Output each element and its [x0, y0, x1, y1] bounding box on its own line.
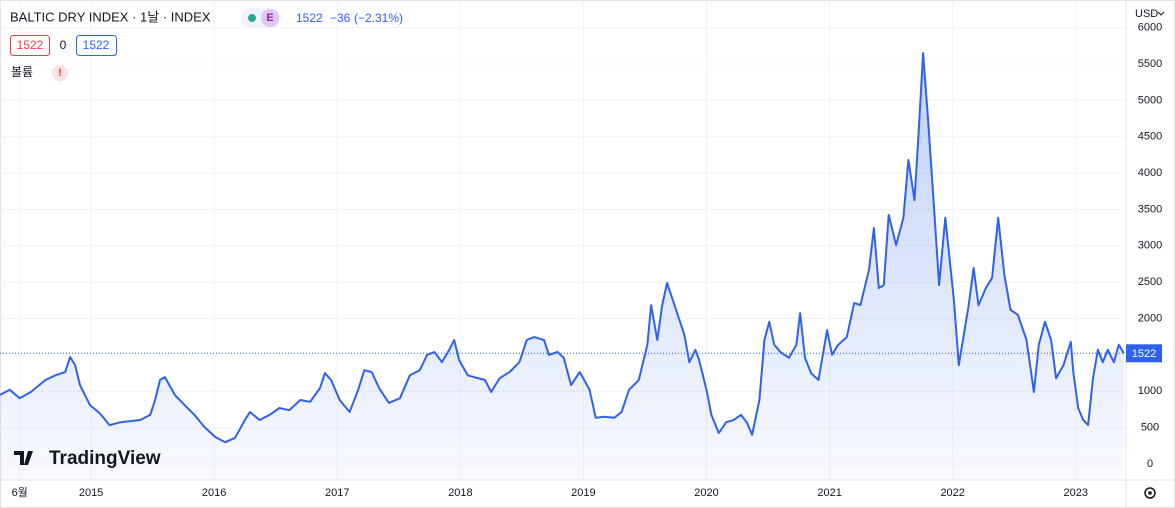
settings[interactable] — [1144, 487, 1156, 499]
alert: ! — [58, 67, 62, 79]
y-tick-label: 0 — [1147, 458, 1153, 470]
readout: 0 — [60, 38, 67, 52]
x-tick-label: 2020 — [694, 487, 718, 499]
volume-label[interactable]: 볼륨 — [11, 65, 33, 79]
change: −36 — [330, 11, 351, 25]
area-fill — [0, 53, 1124, 480]
last-price-tag — [1126, 344, 1162, 363]
last-price-label: 1522 — [1132, 348, 1156, 360]
y-tick-label: 2500 — [1138, 276, 1162, 288]
readout-box — [76, 35, 117, 56]
badge: E — [266, 12, 273, 24]
y-tick-label: 5000 — [1138, 94, 1162, 106]
y-tick-label: 2000 — [1138, 312, 1162, 324]
x-tick-label: 2019 — [571, 487, 595, 499]
y-tick-label: 500 — [1141, 422, 1159, 434]
readout: 1522 — [83, 38, 110, 52]
y-tick-label: 4500 — [1138, 131, 1162, 143]
last-price: 1522 — [296, 11, 323, 25]
change-pct: (−2.31%) — [354, 11, 403, 25]
y-tick-label: 3500 — [1138, 203, 1162, 215]
currency-caret — [1157, 11, 1165, 16]
y-tick-label: 3000 — [1138, 240, 1162, 252]
settings-dot — [1148, 491, 1152, 495]
y-tick-label: 6000 — [1138, 22, 1162, 34]
x-tick-label: 2021 — [817, 487, 841, 499]
symbol-title[interactable]: BALTIC DRY INDEX · 1날 · INDEX — [10, 9, 211, 24]
currency[interactable]: USD — [1135, 8, 1158, 20]
x-tick-label: 2018 — [448, 487, 472, 499]
x-tick-label: 2017 — [325, 487, 349, 499]
x-tick-label: 2016 — [202, 487, 226, 499]
y-tick-label: 4000 — [1138, 167, 1162, 179]
badge-bg — [261, 9, 279, 27]
x-tick-label: 6월 — [12, 486, 28, 499]
x-tick-label: 2022 — [940, 487, 964, 499]
alert-bg[interactable] — [52, 65, 68, 81]
logo-text: TradingView — [49, 448, 161, 469]
logo-mark — [14, 451, 33, 465]
market-status — [248, 14, 256, 22]
y-tick-label: 1000 — [1138, 385, 1162, 397]
readout: 1522 — [17, 38, 44, 52]
readout-box — [10, 35, 50, 56]
y-tick-label: 5500 — [1138, 58, 1162, 70]
x-tick-label: 2015 — [79, 487, 103, 499]
price-line — [0, 52, 1125, 444]
x-tick-label: 2023 — [1064, 487, 1088, 499]
